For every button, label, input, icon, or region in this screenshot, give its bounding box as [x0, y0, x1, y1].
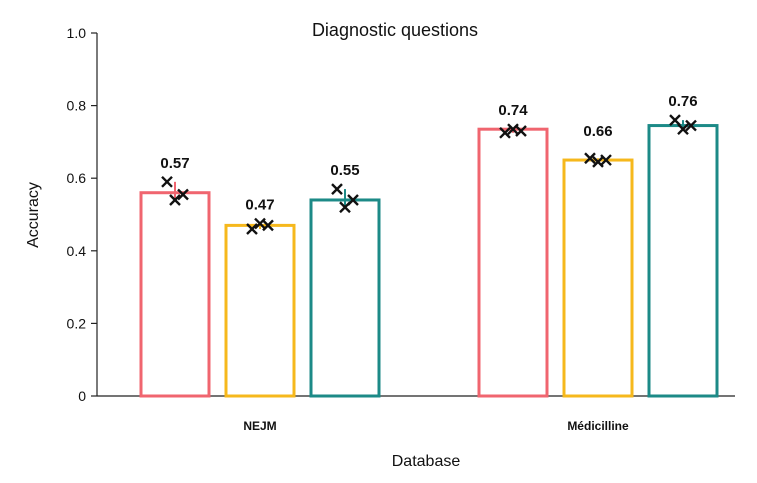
category-labels: NEJM Médicilline [243, 419, 629, 433]
data-point-marker [677, 123, 689, 136]
bar [309, 198, 381, 398]
chart-title: Diagnostic questions [312, 20, 478, 40]
x-axis-label: Database [392, 453, 461, 470]
data-label: 0.66 [583, 123, 612, 140]
bar [139, 191, 211, 398]
data-labels: 0.57 0.47 0.55 0.74 0.76 0.66 [160, 93, 697, 213]
y-axis-label: Accuracy [25, 182, 42, 248]
data-label: 0.55 [330, 162, 359, 179]
category-label: NEJM [243, 419, 276, 433]
data-point-marker [499, 126, 511, 139]
data-label: 0.74 [498, 102, 528, 119]
bar [477, 127, 549, 398]
bar [647, 124, 719, 398]
bar [224, 223, 296, 398]
y-tick-label: 0 [78, 388, 86, 404]
data-point-marker [685, 119, 697, 132]
y-tick-label: 0.8 [67, 98, 87, 114]
data-point-marker [177, 188, 189, 201]
data-point-marker [169, 194, 181, 206]
data-point-marker [331, 183, 343, 195]
y-tick-label: 0.2 [67, 315, 87, 331]
data-label: 0.57 [160, 155, 189, 172]
data-point-marker [600, 154, 612, 166]
data-point-marker [347, 194, 359, 206]
data-points [161, 114, 697, 235]
category-label: Médicilline [567, 419, 629, 433]
y-tick-label: 0.6 [67, 170, 87, 186]
data-point-marker [515, 125, 527, 137]
data-point-marker [161, 175, 173, 188]
data-label: 0.76 [668, 93, 697, 110]
data-point-marker [262, 219, 274, 232]
bar [562, 158, 634, 398]
y-tick-label: 1.0 [67, 25, 87, 41]
data-point-marker [584, 152, 596, 165]
bars [139, 124, 719, 398]
y-tick-label: 0.4 [67, 243, 87, 259]
data-point-marker [669, 114, 681, 126]
y-ticks: 0 0.2 0.4 0.6 0.8 1.0 [67, 25, 97, 404]
data-label: 0.47 [245, 197, 274, 214]
data-point-marker [246, 223, 258, 235]
